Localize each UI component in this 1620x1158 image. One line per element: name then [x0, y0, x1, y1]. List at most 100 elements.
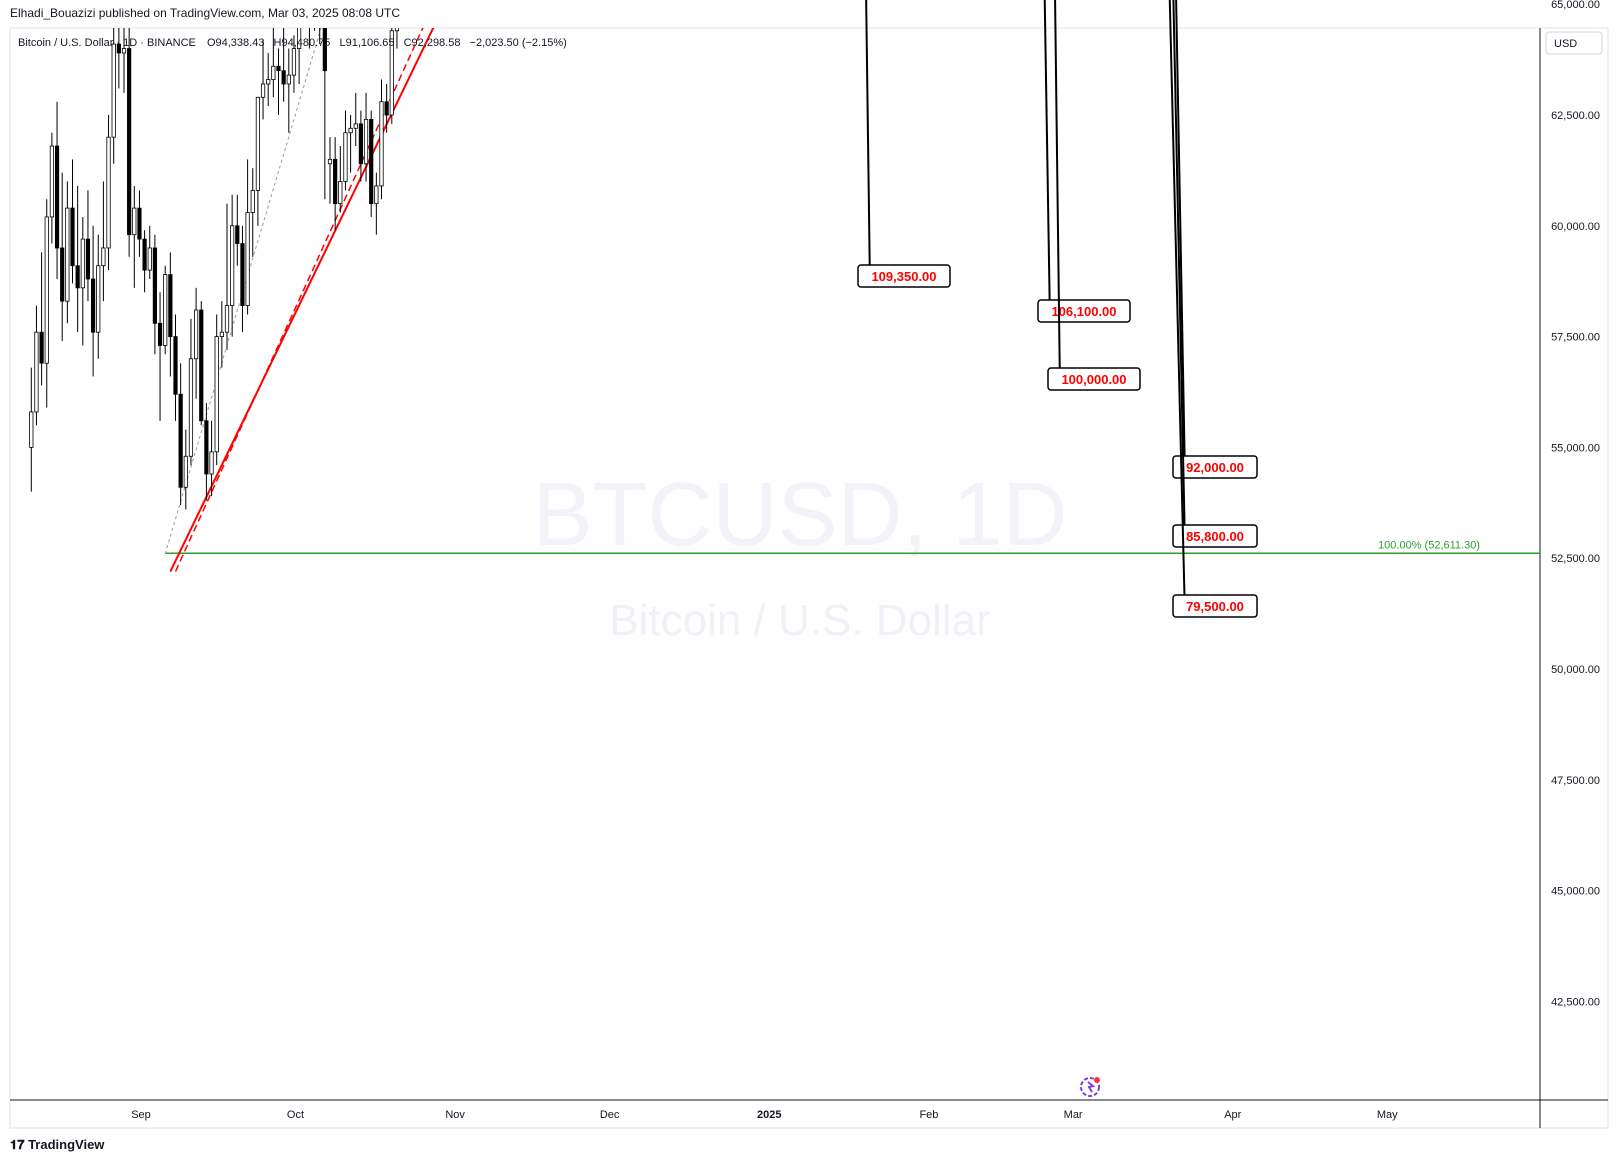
- candle-body-23: [147, 247, 152, 271]
- callout-pointer-2: [1054, 0, 1061, 391]
- candle-body-26: [163, 274, 168, 346]
- candle-body-33: [199, 309, 204, 422]
- drawing-lines: [164, 28, 1540, 572]
- candle-body-6: [60, 247, 65, 302]
- callout-pointer-1: [1043, 0, 1051, 323]
- price-tick-4: 52,500.00: [1551, 553, 1600, 565]
- price-tick-2: 47,500.00: [1551, 775, 1600, 787]
- time-label-6: Mar: [1064, 1109, 1083, 1121]
- candle-body-52: [296, 28, 302, 49]
- candle-body-9: [75, 265, 80, 289]
- candle-body-16: [111, 43, 116, 138]
- time-label-0: Sep: [131, 1109, 151, 1121]
- callout-box-3: [1172, 455, 1258, 479]
- price-tick-3: 50,000.00: [1551, 664, 1600, 676]
- callout-box-5: [1172, 594, 1258, 618]
- candle-body-8: [70, 207, 75, 267]
- legend-low-key: L: [339, 37, 345, 49]
- legend-high-key: H: [274, 37, 282, 49]
- candle-body-69: [384, 101, 389, 116]
- candle-body-22: [142, 238, 147, 271]
- legend-open-key: O: [207, 37, 216, 49]
- legend-symbol: Bitcoin / U.S. Dollar · 1D · BINANCE: [18, 37, 196, 49]
- candle-body-67: [374, 185, 379, 205]
- callout-label-5: 79,500.00: [1186, 599, 1244, 614]
- time-label-8: May: [1377, 1109, 1398, 1121]
- time-axis[interactable]: Sep Oct Nov Dec 2025 Feb Mar Apr May: [131, 1109, 1398, 1121]
- candle-body-7: [65, 207, 70, 302]
- candle-body-71: [394, 28, 400, 32]
- callout-label-2: 100,000.00: [1061, 372, 1126, 387]
- time-label-3: Dec: [600, 1109, 620, 1121]
- callout-label-0: 109,350.00: [871, 269, 936, 284]
- time-label-7: Apr: [1224, 1109, 1241, 1121]
- candle-body-17: [116, 43, 121, 54]
- callout-label-1: 106,100.00: [1051, 304, 1116, 319]
- candle-body-21: [137, 207, 142, 240]
- candle-body-38: [224, 305, 230, 333]
- candle-body-68: [379, 101, 384, 187]
- legend-high-value: 94,480.75: [281, 37, 330, 49]
- candle-body-20: [132, 207, 137, 236]
- candle-body-46: [266, 79, 271, 85]
- candle-body-30: [183, 455, 188, 488]
- callout-box-0: [857, 264, 951, 288]
- candle-body-18: [121, 48, 127, 54]
- candle-body-61: [343, 132, 348, 182]
- price-tick-0: 42,500.00: [1551, 996, 1600, 1008]
- candle-body-47: [271, 65, 276, 80]
- tradingview-mark-icon: 𝟏𝟕: [10, 1137, 29, 1152]
- legend-open-value: 94,338.43: [216, 37, 265, 49]
- candle-body-11: [85, 238, 91, 280]
- candle-body-43: [250, 189, 255, 213]
- red-dashed-trendline: [174, 28, 424, 572]
- time-label-4: 2025: [757, 1109, 781, 1121]
- time-label-5: Feb: [919, 1109, 938, 1121]
- price-tick-8: 62,500.00: [1551, 110, 1600, 122]
- candle-body-3: [44, 216, 49, 364]
- watermark-symbol: BTCUSD, 1D: [532, 465, 1067, 565]
- candle-body-41: [240, 243, 245, 306]
- events-icon[interactable]: [1080, 1077, 1100, 1097]
- candle-body-31: [188, 358, 194, 457]
- candle-body-60: [338, 181, 343, 205]
- symbol-legend: Bitcoin / U.S. Dollar · 1D · BINANCE O94…: [18, 37, 567, 49]
- callout-box-1: [1037, 299, 1131, 323]
- candle-body-56: [318, 0, 321, 4]
- candle-body-42: [245, 212, 250, 306]
- tradingview-logo[interactable]: 𝟏𝟕 TradingView: [10, 1137, 105, 1152]
- candle-body-14: [101, 247, 106, 267]
- candle-body-45: [260, 83, 266, 98]
- legend-close-value: 92,298.58: [412, 37, 461, 49]
- candle-body-58: [327, 158, 333, 165]
- red-trendline: [169, 28, 435, 572]
- candle-body-66: [369, 119, 374, 205]
- price-axis[interactable]: 42,500.00 45,000.00 47,500.00 50,000.00 52,5…: [1495, 0, 1606, 1008]
- candle-body-50: [286, 74, 291, 85]
- currency-button[interactable]: [1545, 31, 1603, 55]
- legend-change: −2,023.50 (−2.15%): [470, 37, 567, 49]
- candle-body-44: [255, 96, 261, 191]
- candle-body-1: [34, 331, 39, 413]
- callout-label-4: 85,800.00: [1186, 529, 1244, 544]
- candle-body-40: [235, 225, 240, 244]
- candle-body-25: [157, 322, 163, 346]
- candle-body-13: [96, 265, 101, 333]
- chart-frame: [9, 27, 1609, 1129]
- candle-body-10: [80, 238, 85, 289]
- annotations: 109,350.00 106,100.00 100,000.00 92,000.00 8…: [857, 0, 1480, 618]
- candle-body-12: [91, 278, 96, 333]
- time-label-2: Nov: [445, 1109, 465, 1121]
- callout-pointer-5: [1168, 0, 1186, 618]
- price-tick-7: 60,000.00: [1551, 221, 1600, 233]
- candle-body-51: [291, 48, 297, 76]
- candle-body-36: [214, 336, 219, 453]
- candle-body-27: [168, 274, 173, 338]
- candle-body-15: [106, 136, 111, 249]
- candle-body-62: [348, 127, 353, 134]
- callout-label-3: 92,000.00: [1186, 460, 1244, 475]
- price-tick-9: 65,000.00: [1551, 0, 1600, 11]
- candle-series: [29, 0, 400, 510]
- candle-body-35: [209, 451, 214, 475]
